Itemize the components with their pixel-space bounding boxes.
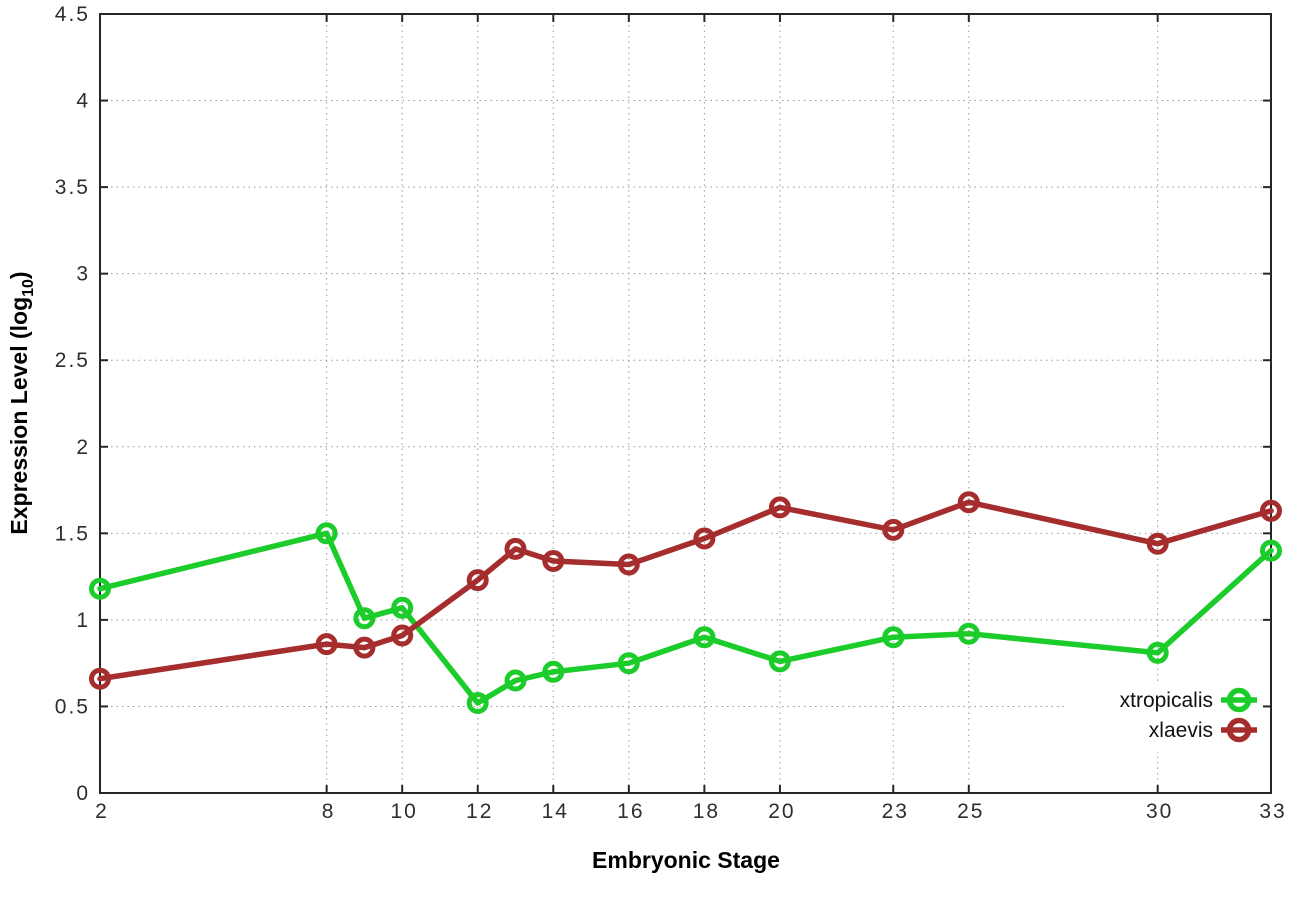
y-tick-label-4: 4 bbox=[76, 90, 90, 113]
gridlines bbox=[100, 14, 1271, 793]
point-xlaevis-14 bbox=[542, 550, 565, 572]
y-tick-label-2.5: 2.5 bbox=[55, 349, 90, 372]
point-xtropicalis-13 bbox=[504, 669, 527, 692]
x-tick-label-20: 20 bbox=[768, 800, 795, 823]
plot-border bbox=[99, 13, 1272, 794]
x-tick-label-30: 30 bbox=[1146, 800, 1173, 823]
x-tick-label-2: 2 bbox=[95, 800, 109, 823]
point-xtropicalis-16 bbox=[617, 652, 640, 675]
point-xlaevis-20 bbox=[768, 496, 791, 519]
point-xlaevis-30 bbox=[1146, 532, 1169, 555]
point-xtropicalis-8 bbox=[315, 522, 338, 545]
point-xtropicalis-23 bbox=[882, 626, 905, 649]
point-xlaevis-13 bbox=[504, 537, 527, 560]
point-xlaevis-23 bbox=[882, 518, 905, 541]
y-tick-label-0: 0 bbox=[76, 782, 90, 805]
point-xlaevis-9 bbox=[353, 636, 376, 659]
x-tick-label-10: 10 bbox=[391, 800, 418, 823]
legend-item-xtropicalis: xtropicalis bbox=[1120, 687, 1257, 713]
x-tick-label-14: 14 bbox=[542, 800, 569, 823]
point-xtropicalis-2 bbox=[89, 577, 111, 600]
x-tick-label-8: 8 bbox=[322, 800, 336, 823]
point-xtropicalis-14 bbox=[542, 660, 565, 683]
x-tick-label-18: 18 bbox=[693, 800, 720, 823]
point-xlaevis-10 bbox=[391, 624, 414, 647]
y-tick-label-0.5: 0.5 bbox=[55, 695, 90, 718]
point-xlaevis-2 bbox=[89, 667, 111, 690]
y-tick-label-4.5: 4.5 bbox=[55, 3, 90, 26]
point-xlaevis-33 bbox=[1260, 499, 1282, 522]
series-line-xlaevis bbox=[97, 499, 1274, 682]
point-xtropicalis-10 bbox=[391, 596, 414, 619]
x-axis-title: Embryonic Stage bbox=[592, 847, 780, 873]
legend-label-xlaevis: xlaevis bbox=[1149, 719, 1213, 742]
point-xtropicalis-25 bbox=[957, 622, 980, 645]
point-xlaevis-12 bbox=[466, 569, 489, 592]
point-xtropicalis-30 bbox=[1146, 641, 1169, 664]
x-tick-label-16: 16 bbox=[617, 800, 644, 823]
point-xlaevis-25 bbox=[957, 491, 980, 514]
point-xtropicalis-9 bbox=[353, 607, 376, 630]
legend-label-xtropicalis: xtropicalis bbox=[1120, 689, 1213, 712]
point-xtropicalis-33 bbox=[1260, 539, 1282, 562]
y-axis-title: Expression Level (log10) bbox=[6, 271, 37, 534]
point-xlaevis-18 bbox=[693, 527, 716, 550]
legend-marker-xtropicalis bbox=[1226, 687, 1252, 713]
y-tick-label-2: 2 bbox=[76, 436, 90, 459]
x-tick-label-33: 33 bbox=[1259, 800, 1286, 823]
point-xtropicalis-20 bbox=[768, 650, 791, 673]
x-tick-label-12: 12 bbox=[466, 800, 493, 823]
plot-frame bbox=[99, 13, 1272, 794]
legend-item-xlaevis: xlaevis bbox=[1149, 717, 1257, 743]
x-tick-label-23: 23 bbox=[882, 800, 909, 823]
y-tick-label-3: 3 bbox=[76, 263, 90, 286]
x-tick-label-25: 25 bbox=[957, 800, 984, 823]
series-line-xtropicalis bbox=[97, 530, 1274, 706]
point-xlaevis-8 bbox=[315, 633, 338, 656]
y-tick-label-3.5: 3.5 bbox=[55, 176, 90, 199]
series bbox=[89, 491, 1282, 714]
axis-labels: Embryonic Stage Expression Level (log10)… bbox=[6, 3, 1286, 873]
y-tick-label-1.5: 1.5 bbox=[55, 522, 90, 545]
point-xlaevis-16 bbox=[617, 553, 640, 576]
legend: xtropicalis xlaevis bbox=[1120, 687, 1257, 743]
point-xtropicalis-12 bbox=[466, 692, 489, 714]
point-xtropicalis-18 bbox=[693, 626, 716, 649]
y-tick-label-1: 1 bbox=[76, 609, 90, 632]
legend-marker-xlaevis bbox=[1226, 717, 1252, 743]
